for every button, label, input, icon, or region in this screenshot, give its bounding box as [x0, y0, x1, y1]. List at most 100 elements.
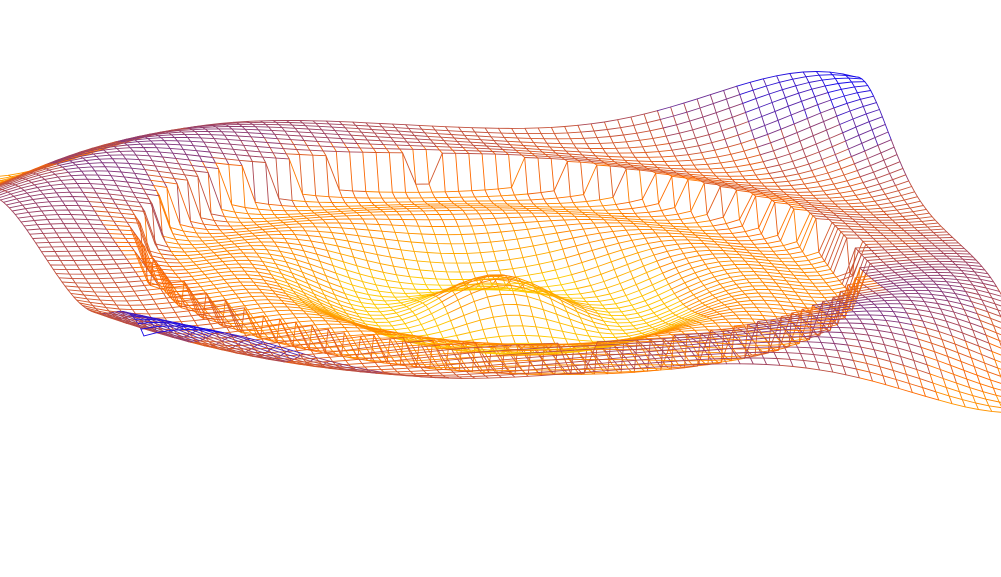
mesh-line-v — [261, 328, 342, 357]
mesh-line-v — [732, 305, 813, 350]
mesh-line-v — [447, 293, 528, 314]
mesh-line-v — [338, 280, 419, 294]
mesh-line-u — [312, 222, 331, 259]
mesh-line-v — [300, 209, 381, 215]
mesh-line-v — [17, 214, 99, 219]
mesh-line-v — [938, 260, 980, 264]
mesh-line-v — [580, 119, 661, 133]
mesh-line-v — [638, 325, 719, 338]
mesh-line-v — [812, 293, 893, 306]
mesh-line-u — [836, 349, 847, 376]
mesh-line-u — [409, 145, 428, 205]
mesh-line-v — [211, 295, 293, 302]
mesh-line-v — [753, 319, 834, 329]
mesh-line-v — [838, 242, 920, 282]
mesh-line-v — [809, 212, 890, 219]
mesh-line-u — [850, 351, 860, 379]
mesh-line-v — [282, 289, 363, 322]
mesh-line-v — [727, 208, 808, 245]
mesh-line-v — [700, 180, 782, 190]
mesh-line-v — [897, 222, 939, 226]
mesh-line-v — [991, 350, 1001, 356]
mesh-line-v — [205, 288, 287, 295]
mesh-line-v — [235, 324, 316, 331]
mesh-line-v — [906, 231, 948, 234]
mesh-line-u — [740, 142, 760, 180]
mesh-line-v — [47, 144, 128, 165]
mesh-line-v — [830, 90, 872, 101]
mesh-line-v — [479, 240, 561, 254]
mesh-line-v — [577, 110, 658, 126]
mesh-line-v — [782, 270, 864, 313]
mesh-line-v — [897, 299, 978, 315]
mesh-line-u — [422, 277, 441, 294]
mesh-line-v — [873, 274, 955, 282]
mesh-line-v — [282, 148, 364, 153]
mesh-line-v — [753, 107, 835, 140]
mesh-line-v — [833, 95, 875, 109]
mesh-line-v — [309, 218, 390, 221]
mesh-line-v — [765, 285, 846, 291]
mesh-line-v — [436, 146, 517, 151]
mesh-line-v — [97, 215, 178, 260]
mesh-line-v — [538, 335, 619, 342]
mesh-line-v — [600, 160, 682, 166]
mesh-line-v — [23, 223, 104, 227]
mesh-line-v — [676, 329, 757, 339]
mesh-line-v — [88, 201, 169, 248]
mesh-line-v — [296, 357, 377, 374]
mesh-line-v — [612, 310, 693, 335]
mesh-line-v — [276, 354, 357, 360]
mesh-line-v — [761, 331, 843, 336]
mesh-line-v — [671, 267, 752, 290]
mesh-line-v — [633, 223, 714, 228]
mesh-line-v — [814, 296, 896, 308]
mesh-line-v — [562, 233, 643, 250]
mesh-line-v — [753, 271, 834, 277]
mesh-line-v — [341, 286, 422, 298]
mesh-line-v — [430, 139, 511, 146]
mesh-line-v — [596, 337, 678, 343]
mesh-line-v — [261, 260, 343, 288]
mesh-line-v — [909, 234, 951, 237]
mesh-line-v — [367, 364, 448, 371]
mesh-line-v — [444, 157, 526, 193]
mesh-line-v — [223, 309, 304, 317]
mesh-line-u — [863, 354, 873, 382]
mesh-line-v — [806, 289, 887, 340]
mesh-line-v — [947, 269, 989, 275]
mesh-line-v — [503, 287, 584, 299]
mesh-line-v — [862, 167, 904, 184]
mesh-line-v — [346, 334, 428, 368]
mesh-line-v — [594, 155, 676, 158]
mesh-line-u — [625, 168, 645, 223]
mesh-line-v — [222, 332, 304, 355]
mesh-line-v — [686, 167, 767, 174]
mesh-line-v — [435, 274, 516, 297]
mesh-line-u — [845, 318, 865, 356]
mesh-line-v — [533, 196, 614, 205]
mesh-line-v — [294, 204, 375, 208]
mesh-line-v — [438, 344, 519, 352]
mesh-line-v — [791, 196, 873, 202]
mesh-line-v — [164, 307, 245, 319]
mesh-line-v — [768, 289, 849, 295]
mesh-line-v — [141, 164, 222, 210]
mesh-line-v — [167, 312, 248, 323]
mesh-line-v — [624, 182, 705, 218]
mesh-line-u — [161, 319, 171, 331]
mesh-line-v — [406, 267, 487, 273]
mesh-line-v — [167, 242, 249, 249]
mesh-line-v — [79, 187, 160, 197]
mesh-line-u — [639, 169, 658, 224]
mesh-line-v — [277, 138, 358, 144]
mesh-line-v — [656, 85, 738, 112]
mesh-line-v — [788, 275, 869, 320]
mesh-line-v — [121, 136, 202, 143]
mesh-line-v — [582, 359, 663, 361]
mesh-line-v — [530, 164, 611, 201]
mesh-line-v — [441, 152, 523, 156]
mesh-line-v — [288, 158, 370, 199]
mesh-line-v — [845, 123, 886, 142]
